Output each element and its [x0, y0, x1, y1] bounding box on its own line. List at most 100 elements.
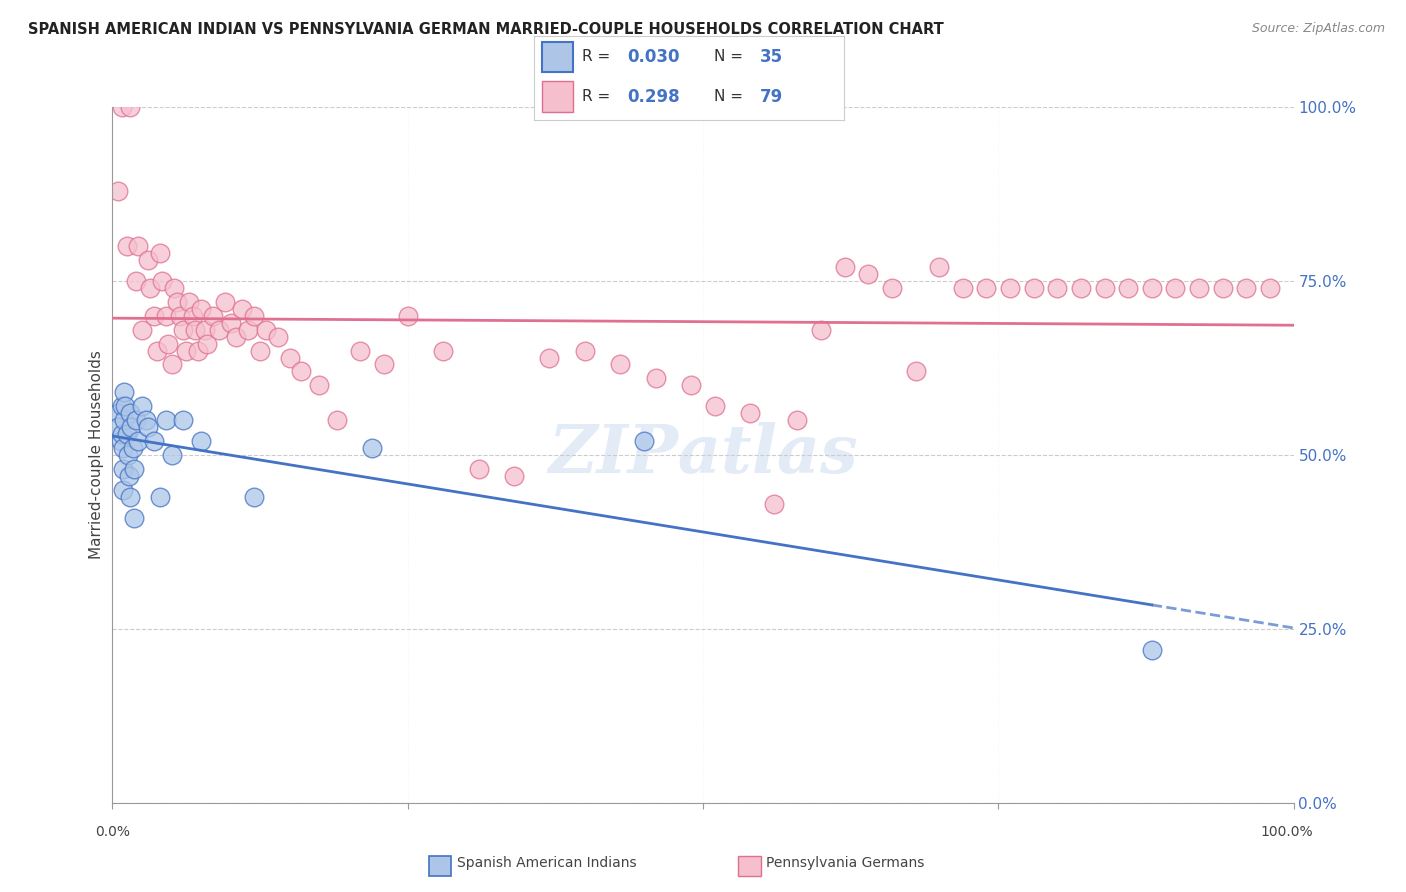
Point [112, 462, 135, 476]
Point [111, 100, 134, 114]
Point [976, 281, 998, 295]
Point [1022, 281, 1045, 295]
Point [112, 385, 135, 400]
Point [115, 427, 138, 442]
Point [1212, 281, 1234, 295]
Text: 79: 79 [761, 87, 783, 105]
Point [1094, 281, 1116, 295]
Point [195, 336, 218, 351]
Text: SPANISH AMERICAN INDIAN VS PENNSYLVANIA GERMAN MARRIED-COUPLE HOUSEHOLDS CORRELA: SPANISH AMERICAN INDIAN VS PENNSYLVANIA … [28, 22, 943, 37]
Point [117, 448, 139, 462]
Point [952, 281, 974, 295]
Point [118, 468, 141, 483]
Point [115, 239, 138, 253]
Point [160, 448, 183, 462]
Text: 0.298: 0.298 [627, 87, 679, 105]
Point [194, 323, 217, 337]
Point [1046, 281, 1069, 295]
Point [110, 434, 132, 448]
Point [208, 323, 231, 337]
Text: Pennsylvania Germans: Pennsylvania Germans [766, 856, 925, 871]
Point [703, 399, 725, 413]
Point [107, 184, 129, 198]
Point [201, 309, 224, 323]
Point [214, 294, 236, 309]
Point [142, 434, 165, 448]
Point [1258, 281, 1281, 295]
Point [349, 343, 371, 358]
Point [156, 336, 179, 351]
Point [609, 358, 631, 372]
Point [786, 413, 808, 427]
Point [249, 343, 271, 358]
Point [166, 294, 188, 309]
Point [1188, 281, 1211, 295]
Point [120, 420, 142, 434]
Point [219, 316, 242, 330]
Text: N =: N = [714, 49, 748, 64]
Point [644, 371, 666, 385]
Point [243, 490, 266, 504]
Point [120, 100, 142, 114]
Point [111, 399, 134, 413]
Point [231, 301, 253, 316]
Point [120, 406, 142, 420]
Point [190, 434, 212, 448]
Point [538, 351, 561, 365]
Text: R =: R = [582, 49, 616, 64]
Point [149, 246, 172, 260]
Text: 0.030: 0.030 [627, 48, 679, 66]
Point [1070, 281, 1092, 295]
Y-axis label: Married-couple Households: Married-couple Households [89, 351, 104, 559]
Point [139, 281, 162, 295]
Point [373, 358, 395, 372]
Point [810, 323, 832, 337]
Point [112, 413, 135, 427]
Point [243, 309, 266, 323]
Point [574, 343, 596, 358]
Point [149, 490, 172, 504]
Text: ZIP​atlas: ZIP​atlas [548, 423, 858, 487]
Point [290, 364, 312, 378]
Point [308, 378, 330, 392]
Point [326, 413, 349, 427]
Point [172, 323, 194, 337]
Point [396, 309, 419, 323]
Point [278, 351, 301, 365]
Point [114, 399, 136, 413]
Point [225, 329, 247, 343]
Point [121, 441, 143, 455]
Point [155, 413, 177, 427]
Point [136, 253, 159, 268]
Bar [541, 42, 574, 72]
Point [928, 260, 950, 274]
Point [125, 413, 148, 427]
Point [1140, 642, 1163, 657]
Text: Spanish American Indians: Spanish American Indians [457, 856, 637, 871]
Point [163, 281, 186, 295]
Text: Source: ZipAtlas.com: Source: ZipAtlas.com [1251, 22, 1385, 36]
Point [107, 406, 129, 420]
Point [1234, 281, 1257, 295]
Point [190, 301, 212, 316]
Point [142, 309, 165, 323]
Point [762, 497, 785, 511]
Point [122, 510, 145, 524]
Point [136, 420, 159, 434]
Bar [541, 81, 574, 112]
Point [135, 413, 157, 427]
Point [254, 323, 277, 337]
Point [1164, 281, 1187, 295]
Point [633, 434, 655, 448]
Point [858, 267, 880, 281]
Text: 35: 35 [761, 48, 783, 66]
Point [681, 378, 703, 392]
Text: N =: N = [714, 89, 748, 104]
Point [740, 406, 762, 420]
Point [125, 274, 148, 288]
Point [150, 274, 173, 288]
Point [181, 309, 204, 323]
Point [155, 309, 177, 323]
Point [238, 323, 260, 337]
Text: 0.0%: 0.0% [96, 825, 129, 839]
